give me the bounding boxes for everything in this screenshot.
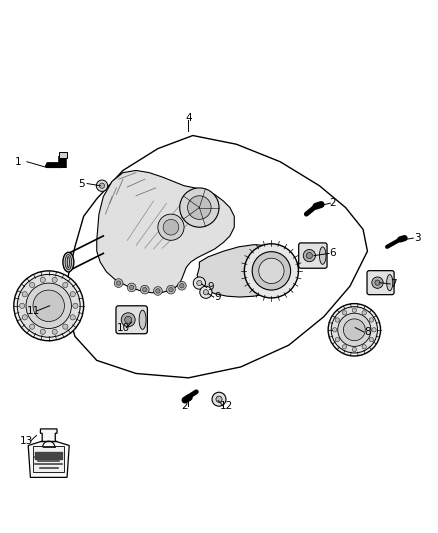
Circle shape [114,279,123,287]
Circle shape [259,258,284,284]
Circle shape [125,316,132,323]
Polygon shape [197,245,294,297]
Circle shape [17,274,80,337]
Text: 2: 2 [181,401,187,411]
Circle shape [203,289,208,295]
Circle shape [212,392,226,406]
Circle shape [362,345,366,349]
Ellipse shape [319,247,326,264]
Circle shape [352,348,357,352]
Circle shape [117,281,121,285]
Circle shape [372,277,383,288]
Circle shape [52,277,57,282]
Ellipse shape [387,274,393,290]
Circle shape [70,314,75,320]
Circle shape [155,289,160,293]
Circle shape [40,277,46,282]
Circle shape [127,283,136,292]
Circle shape [328,304,381,356]
Text: 5: 5 [78,179,85,189]
Circle shape [99,183,105,188]
Circle shape [197,280,202,286]
Ellipse shape [63,252,74,272]
Text: 10: 10 [117,322,130,333]
Circle shape [369,337,374,342]
Circle shape [343,311,347,315]
Circle shape [200,286,212,298]
Circle shape [375,280,380,285]
Circle shape [22,292,27,297]
Circle shape [63,324,68,329]
Circle shape [252,252,290,290]
FancyBboxPatch shape [59,152,67,158]
Ellipse shape [65,254,72,270]
Circle shape [335,337,339,342]
Circle shape [22,314,27,320]
Circle shape [169,287,173,292]
Circle shape [158,214,184,240]
Text: 9: 9 [214,292,221,302]
Circle shape [33,290,64,321]
Circle shape [177,281,186,290]
Circle shape [180,284,184,288]
Text: 3: 3 [414,233,421,243]
Circle shape [372,328,376,332]
Text: 2: 2 [329,198,336,208]
Text: 6: 6 [329,248,336,259]
Circle shape [335,318,339,322]
Circle shape [26,283,71,328]
Circle shape [52,329,57,334]
Circle shape [187,196,211,220]
Circle shape [332,328,337,332]
Circle shape [130,285,134,289]
Circle shape [343,319,365,341]
Circle shape [153,287,162,295]
Polygon shape [97,171,234,293]
Polygon shape [28,429,69,478]
Text: 8: 8 [364,327,371,337]
Text: 13: 13 [20,436,34,446]
Text: 12: 12 [220,401,233,411]
Circle shape [29,282,35,288]
FancyBboxPatch shape [116,306,148,334]
Text: 1: 1 [15,157,21,167]
Circle shape [166,285,175,294]
Circle shape [143,287,147,292]
Circle shape [121,313,135,327]
Text: 4: 4 [185,113,192,123]
Circle shape [331,306,378,353]
Circle shape [362,311,366,315]
FancyBboxPatch shape [299,243,327,268]
Circle shape [343,345,347,349]
Circle shape [193,277,205,289]
Circle shape [70,292,75,297]
Text: 11: 11 [27,306,40,316]
Circle shape [19,303,25,309]
Bar [33,446,64,472]
Circle shape [216,396,222,402]
FancyBboxPatch shape [367,271,394,295]
Circle shape [303,249,315,262]
Circle shape [141,285,149,294]
Circle shape [306,253,312,259]
Circle shape [338,313,371,346]
Circle shape [63,282,68,288]
Circle shape [163,220,179,235]
Circle shape [73,303,78,309]
Text: 9: 9 [207,282,214,293]
Circle shape [14,271,84,341]
Circle shape [29,324,35,329]
Circle shape [180,188,219,227]
Ellipse shape [139,310,146,329]
Circle shape [96,180,108,191]
Circle shape [244,244,298,298]
Text: 7: 7 [390,279,397,289]
Circle shape [40,329,46,334]
Circle shape [352,308,357,312]
Circle shape [369,318,374,322]
Ellipse shape [67,257,70,268]
